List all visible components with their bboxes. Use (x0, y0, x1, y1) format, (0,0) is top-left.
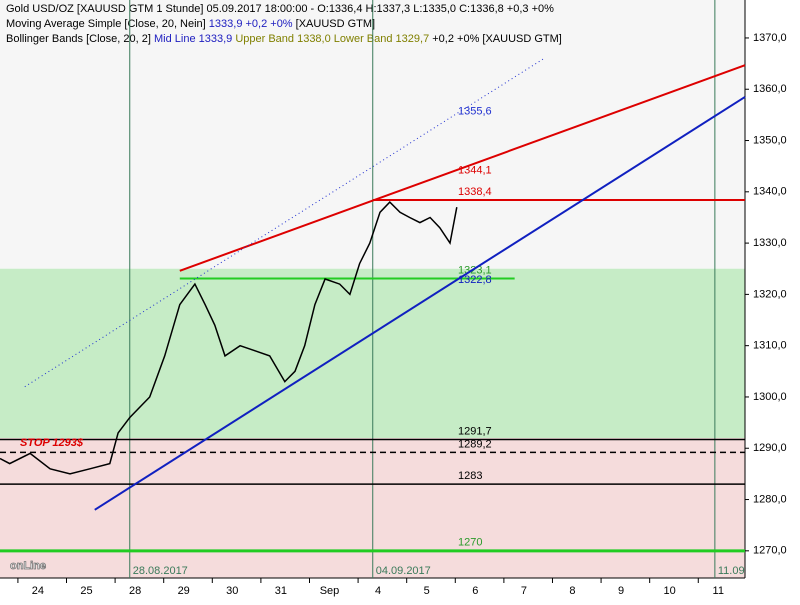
legend-line: Gold USD/OZ [XAUUSD GTM 1 Stunde] 05.09.… (6, 3, 554, 15)
legend-segment: Upper Band 1338,0 Lower Band 1329,7 (232, 33, 429, 45)
y-tick-label: 1270,0 (753, 545, 787, 557)
y-tick-label: 1300,0 (753, 391, 787, 403)
x-tick-label: 6 (472, 585, 478, 597)
y-tick-label: 1360,0 (753, 83, 787, 95)
legend-line: Moving Average Simple [Close, 20, Nein] … (6, 18, 375, 30)
legend-segment: Gold USD/OZ [XAUUSD GTM 1 Stunde] 05.09.… (6, 3, 554, 15)
y-tick-label: 1370,0 (753, 32, 787, 44)
x-tick-label: 8 (569, 585, 575, 597)
x-tick-label: 29 (178, 585, 190, 597)
y-tick-label: 1280,0 (753, 493, 787, 505)
trend-line-label: 1344,1 (458, 165, 492, 177)
legend-segment: [XAUUSD GTM] (293, 18, 376, 30)
trend-line-label: 1355,6 (458, 106, 492, 118)
y-tick-label: 1310,0 (753, 340, 787, 352)
legend-segment: +0,2 +0% [XAUUSD GTM] (429, 33, 562, 45)
price-line (0, 201, 458, 475)
x-tick-label: 10 (664, 585, 676, 597)
trend-line (24, 57, 546, 388)
legend-segment: Mid Line 1333,9 (154, 33, 232, 45)
legend-segment: 1333,9 +0,2 +0% (209, 18, 293, 30)
x-tick-label: 25 (80, 585, 92, 597)
y-tick-label: 1290,0 (753, 442, 787, 454)
y-tick-label: 1340,0 (753, 186, 787, 198)
x-tick-label: 31 (275, 585, 287, 597)
legend-line: Bollinger Bands [Close, 20, 2] Mid Line … (6, 33, 562, 45)
trend-line-label: 1322,8 (458, 274, 492, 286)
x-tick-label: 11 (713, 585, 724, 597)
level-label: 1289,2 (458, 438, 492, 450)
x-tick-label: 5 (424, 585, 430, 597)
stop-annotation: STOP 1293$ (20, 437, 84, 449)
level-label: 1338,4 (458, 186, 492, 198)
x-tick-label: 9 (618, 585, 624, 597)
y-tick-label: 1350,0 (753, 134, 787, 146)
legend: Gold USD/OZ [XAUUSD GTM 1 Stunde] 05.09.… (6, 3, 562, 45)
x-tick-label: 7 (521, 585, 527, 597)
x-tick-label: 28 (129, 585, 141, 597)
trend-line (179, 64, 746, 272)
level-label: 1283 (458, 470, 482, 482)
level-label: 1270 (458, 537, 482, 549)
legend-segment: Bollinger Bands [Close, 20, 2] (6, 33, 154, 45)
x-tick-label: Sep (320, 585, 340, 597)
watermark: onLine (10, 560, 46, 572)
legend-segment: Moving Average Simple [Close, 20, Nein] (6, 18, 209, 30)
week-marker-label: 11.09 (718, 565, 745, 577)
x-tick-label: 4 (375, 585, 381, 597)
level-label: 1291,7 (458, 425, 492, 437)
trend-line (94, 96, 746, 511)
x-tick-label: 24 (32, 585, 44, 597)
x-tick-label: 30 (226, 585, 238, 597)
week-marker-label: 28.08.2017 (133, 565, 188, 577)
y-tick-label: 1320,0 (753, 288, 787, 300)
week-marker-label: 04.09.2017 (376, 565, 431, 577)
y-tick-label: 1330,0 (753, 237, 787, 249)
